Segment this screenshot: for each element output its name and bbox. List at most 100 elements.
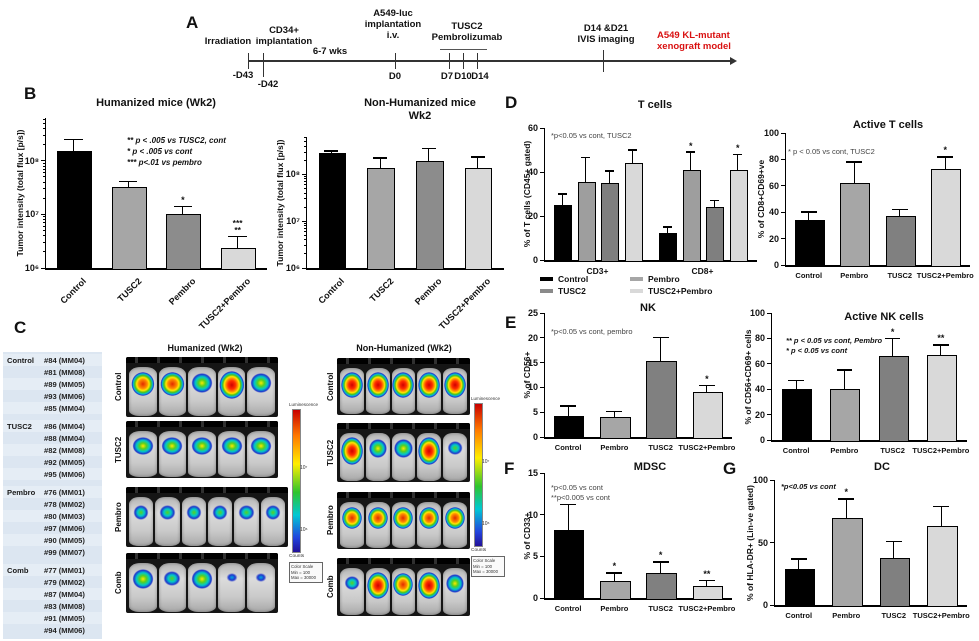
y-minor-tick xyxy=(42,162,45,164)
y-minor-tick xyxy=(42,219,45,220)
significance-marker: * xyxy=(735,142,740,153)
error-bar-stem xyxy=(666,227,668,233)
error-bar-stem xyxy=(127,181,129,188)
table-row: Control #84 (MM04) xyxy=(3,354,102,366)
error-bar-cap xyxy=(606,410,623,413)
heat-signal xyxy=(186,504,202,520)
error-bar-stem xyxy=(477,157,479,168)
heat-signal xyxy=(131,372,155,396)
humanized-title: Humanized (Wk2) xyxy=(167,343,243,353)
mouse-image xyxy=(340,502,364,548)
error-bar-stem xyxy=(690,152,692,170)
group-row-label: TUSC2 xyxy=(114,436,123,463)
error-bar-cap xyxy=(884,337,901,340)
heat-signal xyxy=(218,370,245,400)
table-mouse-id: #88 (MM04) xyxy=(44,433,85,443)
mouse-image-row xyxy=(337,423,470,482)
timeline-arrowhead xyxy=(730,56,737,65)
heat-signal xyxy=(191,569,213,589)
y-tick-label: 20 xyxy=(754,409,765,420)
y-axis-label: % of CD33+ xyxy=(522,512,532,559)
y-tick-label: 10 xyxy=(527,509,538,520)
error-bar-stem xyxy=(713,200,715,208)
bar xyxy=(878,356,909,442)
y-tick-mark xyxy=(539,127,544,129)
bar xyxy=(56,150,92,270)
y-minor-tick xyxy=(42,144,45,145)
y-tick-mark xyxy=(780,211,785,213)
y-tick-label: 80 xyxy=(768,154,779,165)
y-tick-label: 0 xyxy=(773,260,779,270)
x-category-label: Control xyxy=(316,276,347,306)
y-tick-label: 10⁷ xyxy=(286,216,300,227)
table-row: #91 (MM05) xyxy=(3,612,102,624)
y-tick-label: 0 xyxy=(759,435,765,445)
error-bar-stem xyxy=(330,151,332,154)
legend-swatch xyxy=(630,288,643,293)
error-bar-cap xyxy=(324,150,339,152)
colorbar-scale-box: Color Scale Min = 100 Max = 30000 xyxy=(471,556,505,577)
significance-marker: * xyxy=(890,326,895,337)
y-tick-label: 40 xyxy=(527,167,538,177)
bar xyxy=(554,205,573,262)
timeline-tick xyxy=(603,50,605,72)
heat-signal xyxy=(265,504,281,520)
y-tick-mark xyxy=(301,173,306,175)
y-tick-label: 60 xyxy=(527,123,538,133)
table-mouse-id: #91 (MM05) xyxy=(44,613,85,623)
annotation: ** p < 0.05 vs cont, Pembro * p < 0.05 v… xyxy=(786,336,883,356)
heat-signal xyxy=(393,573,414,596)
table-row: #87 (MM04) xyxy=(3,588,102,600)
heat-signal xyxy=(344,575,360,590)
x-category-label: Pembro xyxy=(600,604,629,613)
heat-signal xyxy=(419,507,440,530)
y-tick-mark xyxy=(766,312,771,314)
bar xyxy=(646,573,677,600)
y-minor-tick xyxy=(42,235,45,237)
bar xyxy=(782,389,813,442)
x-category-label: Pembro xyxy=(167,276,198,307)
y-minor-tick xyxy=(303,187,306,189)
colorbar-counts-label: Counts xyxy=(471,548,487,553)
bar xyxy=(832,517,863,607)
significance-marker: * xyxy=(688,140,693,151)
y-tick-mark xyxy=(301,267,306,269)
table-mouse-id: #93 (MM06) xyxy=(44,391,85,401)
y-tick-label: 80 xyxy=(754,333,765,344)
error-bar-cap xyxy=(662,226,672,228)
colorbar-counts-label: Counts xyxy=(289,554,305,559)
table-mouse-id: #90 (MM05) xyxy=(44,535,85,545)
y-tick-label: 100 xyxy=(752,475,768,485)
y-axis xyxy=(543,128,545,262)
chart-title: T cells xyxy=(637,99,673,111)
mouse-image xyxy=(217,431,246,477)
y-tick-mark xyxy=(766,439,771,441)
table-row: #92 (MM05) xyxy=(3,456,102,468)
mouse-image xyxy=(247,563,275,612)
x-category-label: TUSC2+Pembro xyxy=(678,443,736,452)
mouse-image xyxy=(417,368,442,414)
x-category-label: Control xyxy=(782,446,810,455)
error-bar-cap xyxy=(698,384,715,387)
error-bar-stem xyxy=(798,558,800,569)
x-category-label: Control xyxy=(58,276,89,306)
bar xyxy=(706,207,725,262)
x-category-label: Control xyxy=(795,271,823,280)
error-bar-cap xyxy=(606,572,623,574)
error-bar-cap xyxy=(733,153,743,156)
error-bar-stem xyxy=(182,206,184,215)
table-group-name: Pembro xyxy=(7,487,36,497)
error-bar-stem xyxy=(795,380,797,390)
mouse-image xyxy=(247,431,275,477)
event-tusc2-pembrolizumab: TUSC2 Pembrolizumab xyxy=(431,21,503,43)
y-minor-tick xyxy=(303,159,306,161)
y-minor-tick xyxy=(303,206,306,208)
y-tick-mark xyxy=(766,388,771,390)
y-minor-tick xyxy=(303,178,306,180)
y-tick-label: 10⁸ xyxy=(285,169,300,180)
x-axis xyxy=(44,268,267,270)
table-group: TUSC2 #86 (MM04) #88 (MM04) #82 (MM08) #92 (… xyxy=(3,420,102,480)
table-group-name: TUSC2 xyxy=(7,421,32,431)
heat-signal xyxy=(366,571,389,599)
error-bar-stem xyxy=(585,157,587,182)
